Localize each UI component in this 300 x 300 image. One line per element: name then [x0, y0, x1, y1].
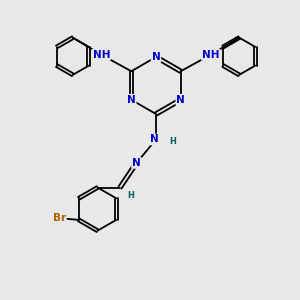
Text: H: H: [128, 191, 134, 200]
Text: N: N: [127, 95, 136, 105]
Text: Br: Br: [53, 213, 66, 224]
Text: N: N: [132, 158, 141, 168]
Text: NH: NH: [93, 50, 110, 60]
Text: N: N: [150, 134, 159, 145]
Text: N: N: [176, 95, 185, 105]
Text: NH: NH: [202, 50, 219, 60]
Text: H: H: [169, 137, 176, 146]
Text: N: N: [152, 52, 160, 62]
